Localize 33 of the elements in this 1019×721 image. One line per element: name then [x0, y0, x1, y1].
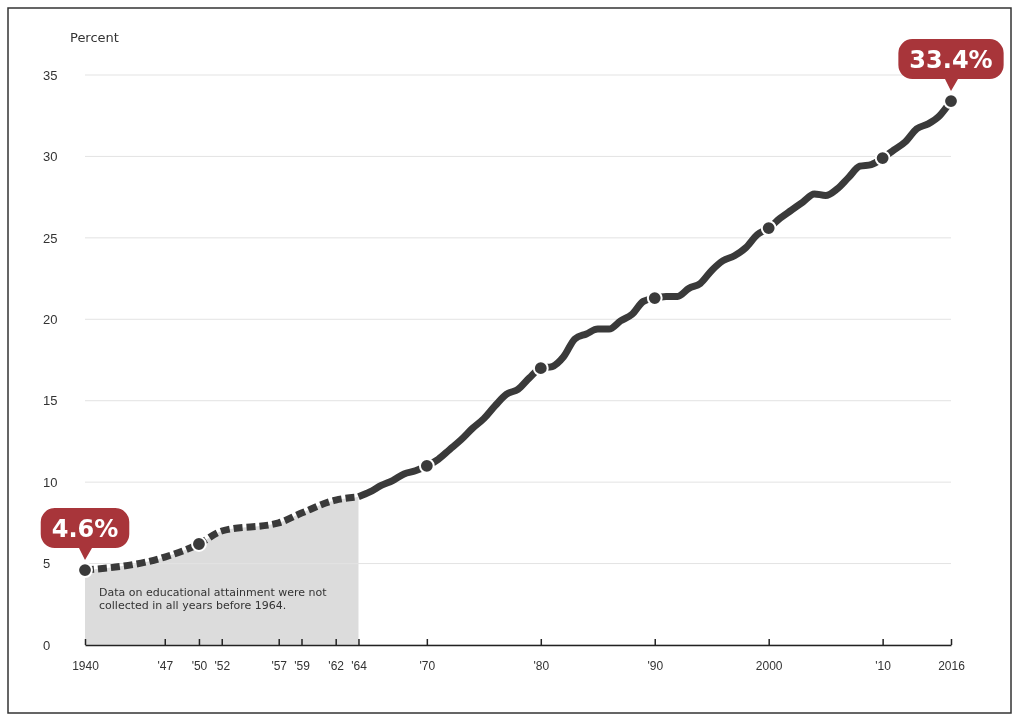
x-tick-label: '10 [875, 658, 892, 673]
x-tick-label: '90 [647, 658, 664, 673]
x-tick-label: '57 [271, 658, 288, 673]
point [418, 457, 435, 474]
x-tick-label: '62 [328, 658, 345, 673]
y-tick-label: 10 [43, 474, 58, 490]
annotation: 4.6% [51, 515, 119, 544]
point [77, 562, 93, 578]
x-tick-label: 2016 [938, 658, 966, 673]
point [760, 220, 777, 236]
x-tick-label: '70 [419, 658, 436, 673]
y-axis-title: Percent [70, 30, 119, 45]
point [191, 536, 207, 552]
x-tick-label: '52 [214, 658, 231, 673]
x-tick-label: '59 [294, 658, 311, 673]
annotation: 33.4% [909, 46, 993, 75]
y-tick-label: 20 [43, 311, 58, 327]
point [532, 360, 549, 377]
y-tick-label: 30 [43, 149, 58, 165]
y-tick-label: 0 [43, 637, 51, 653]
y-tick-label: 35 [43, 67, 58, 83]
point [943, 93, 959, 109]
y-tick-label: 5 [43, 556, 51, 572]
band-label: Data on educational attainment were not collected in all years before 1964. [99, 586, 328, 613]
y-tick-label: 25 [43, 230, 58, 246]
x-tick-label: 2000 [755, 658, 783, 673]
x-tick-label: '50 [191, 658, 208, 673]
x-tick-label: '47 [157, 658, 174, 673]
point [874, 150, 891, 166]
x-tick-label: '64 [351, 658, 368, 673]
x-tick-label: '80 [533, 658, 550, 673]
y-tick-label: 15 [43, 393, 58, 409]
x-tick-label: 1940 [72, 658, 100, 673]
